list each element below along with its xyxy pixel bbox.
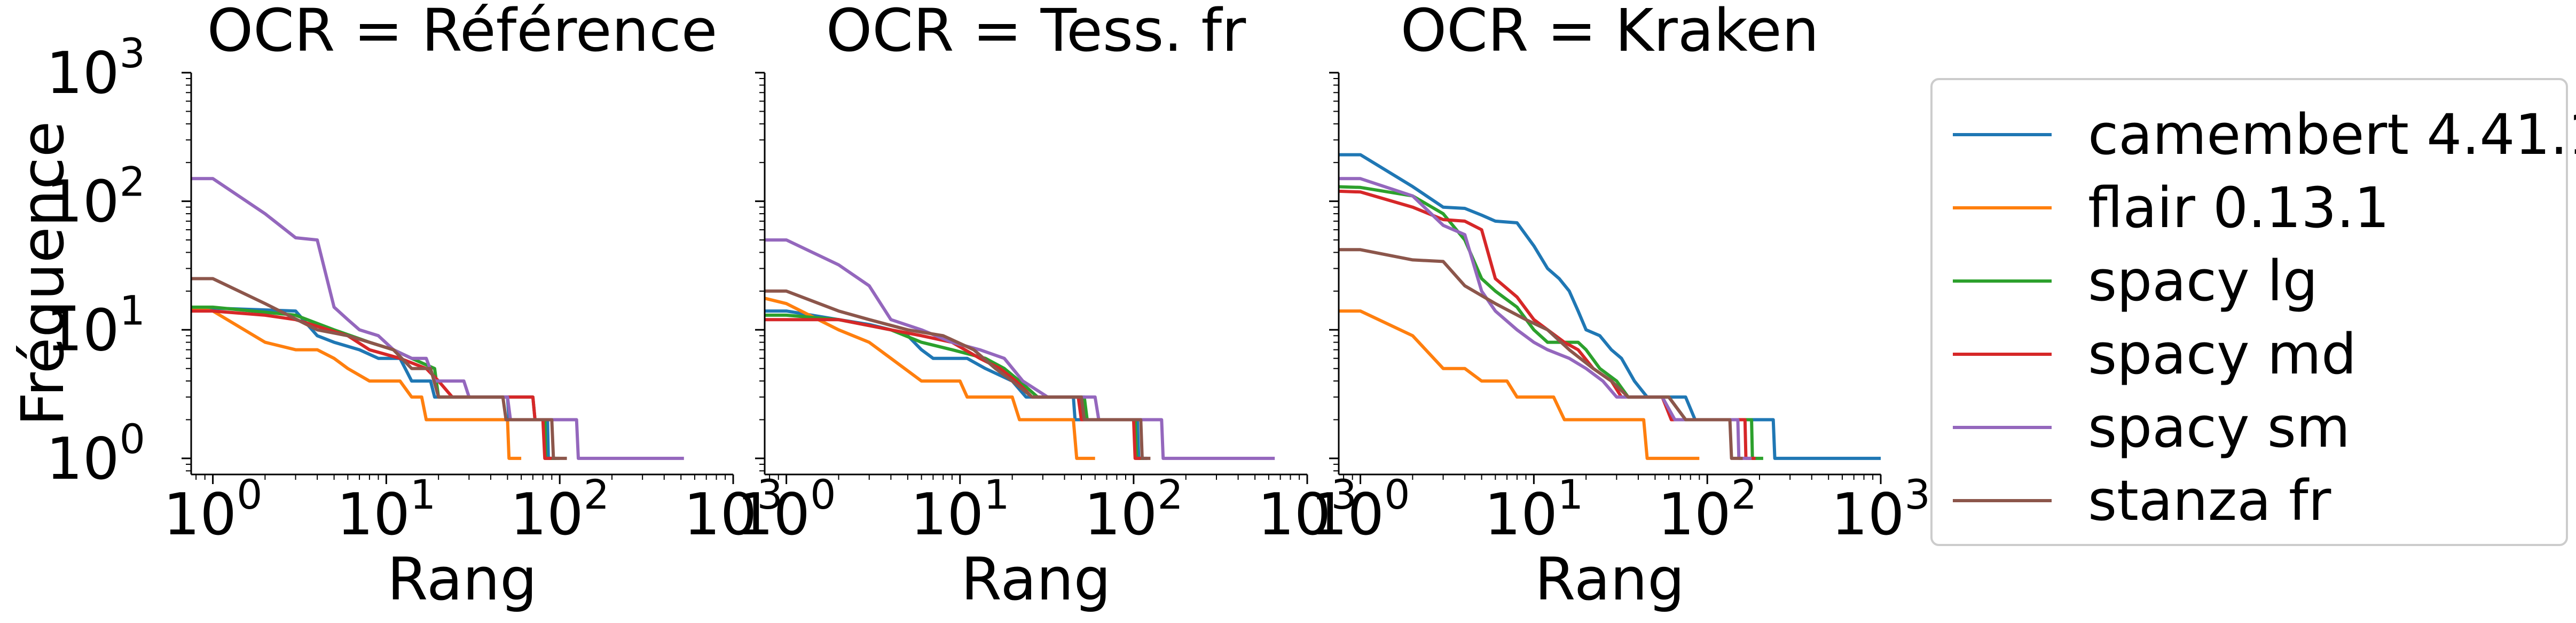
panel-title: OCR = Référence [207,0,718,65]
series-line-spacy-sm [1339,177,1752,460]
x-tick-label: 101 [1484,471,1583,548]
series-line-camembert-4-41-1 [1339,153,1881,460]
series-line-flair-0-13-1 [765,297,1095,460]
x-axis-label: Rang [387,545,537,613]
x-axis-label: Rang [1535,545,1685,613]
legend-item: spacy md [1953,322,2357,387]
legend-label: flair 0.13.1 [2088,175,2390,240]
legend-item: spacy sm [1953,395,2350,460]
series-line-flair-0-13-1 [191,306,522,460]
panel-title: OCR = Tess. fr [826,0,1246,65]
legend-item: stanza fr [1953,468,2331,533]
series-line-spacy-sm [191,177,684,460]
legend-label: spacy md [2088,322,2357,387]
series-line-stanza-fr [765,289,1151,460]
series-line-stanza-fr [191,277,567,460]
legend-label: spacy sm [2088,395,2350,460]
series-group [191,177,684,460]
series-group [1339,153,1881,460]
x-tick-label: 102 [1084,471,1183,548]
legend: camembert 4.41.1 flair 0.13.1 spacy lg spac… [1930,78,2576,546]
legend-label: camembert 4.41.1 [2088,102,2576,167]
legend-label: spacy lg [2088,248,2318,314]
legend-item: spacy lg [1953,248,2318,314]
legend-item: camembert 4.41.1 [1953,102,2576,167]
legend-frame [1930,78,2568,546]
series-group [765,238,1275,460]
legend-label: stanza fr [2088,468,2331,533]
y-axis-label: Fréquence [9,121,77,426]
series-line-flair-0-13-1 [1339,309,1700,460]
legend-item: flair 0.13.1 [1953,175,2390,240]
panel-title: OCR = Kraken [1401,0,1819,65]
series-line-stanza-fr [1339,248,1743,460]
x-axis-label: Rang [961,545,1111,613]
